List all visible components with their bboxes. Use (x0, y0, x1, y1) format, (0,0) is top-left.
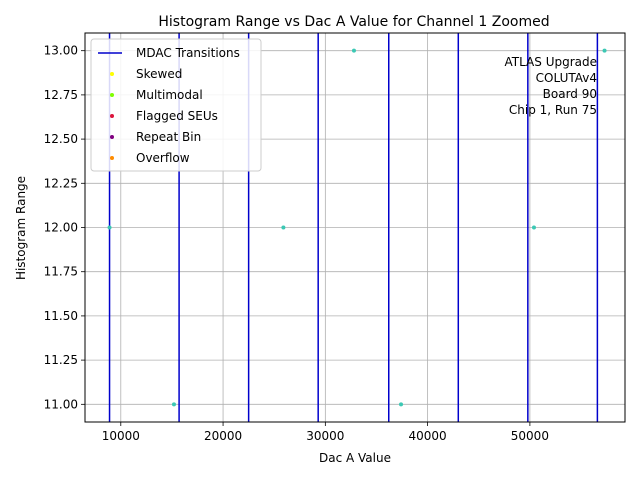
legend-label: Overflow (136, 151, 190, 165)
legend-swatch (110, 114, 114, 118)
legend-swatch (110, 135, 114, 139)
y-tick-label: 11.75 (44, 265, 78, 279)
annotation-line: ATLAS Upgrade (504, 55, 597, 69)
x-axis-label: Dac A Value (319, 451, 391, 465)
legend-label-mdac-transitions: MDAC Transitions (136, 46, 240, 60)
data-point (602, 48, 607, 53)
legend-label: Repeat Bin (136, 130, 201, 144)
data-points (107, 48, 607, 407)
x-axis-ticks: 10000 20000 30000 40000 50000 (102, 422, 549, 443)
data-point (107, 225, 112, 230)
x-tick-label: 10000 (102, 429, 140, 443)
y-axis-label: Histogram Range (14, 176, 28, 280)
y-tick-label: 12.00 (44, 221, 78, 235)
data-point (399, 402, 404, 407)
y-axis-ticks: 11.00 11.25 11.50 11.75 12.00 12.25 12.50 12.75… (44, 44, 85, 411)
y-tick-label: 13.00 (44, 44, 78, 58)
run-info-annotation: ATLAS Upgrade COLUTAv4 Board 90 Chip 1, Run… (504, 55, 597, 117)
data-point (171, 402, 176, 407)
y-tick-label: 12.50 (44, 132, 78, 146)
y-tick-label: 12.25 (44, 176, 78, 190)
annotation-line: COLUTAv4 (536, 71, 597, 85)
legend: MDAC Transitions Skewed Multimodal Flagged … (90, 38, 262, 172)
legend-label: Skewed (136, 67, 182, 81)
x-tick-label: 20000 (204, 429, 242, 443)
legend-label: Flagged SEUs (136, 109, 218, 123)
y-tick-label: 11.00 (44, 397, 78, 411)
x-tick-label: 40000 (409, 429, 447, 443)
data-point (351, 48, 356, 53)
legend-box (90, 38, 262, 172)
chart-title: Histogram Range vs Dac A Value for Chann… (158, 14, 549, 30)
y-tick-label: 11.50 (44, 309, 78, 323)
annotation-line: Board 90 (543, 87, 597, 101)
y-tick-label: 11.25 (44, 353, 78, 367)
data-point (531, 225, 536, 230)
data-point (281, 225, 286, 230)
annotation-line: Chip 1, Run 75 (509, 103, 597, 117)
legend-swatch (110, 156, 114, 160)
legend-label: Multimodal (136, 88, 203, 102)
y-tick-label: 12.75 (44, 88, 78, 102)
x-tick-label: 50000 (511, 429, 549, 443)
legend-swatch (110, 93, 114, 97)
x-tick-label: 30000 (306, 429, 344, 443)
legend-swatch (110, 72, 114, 76)
